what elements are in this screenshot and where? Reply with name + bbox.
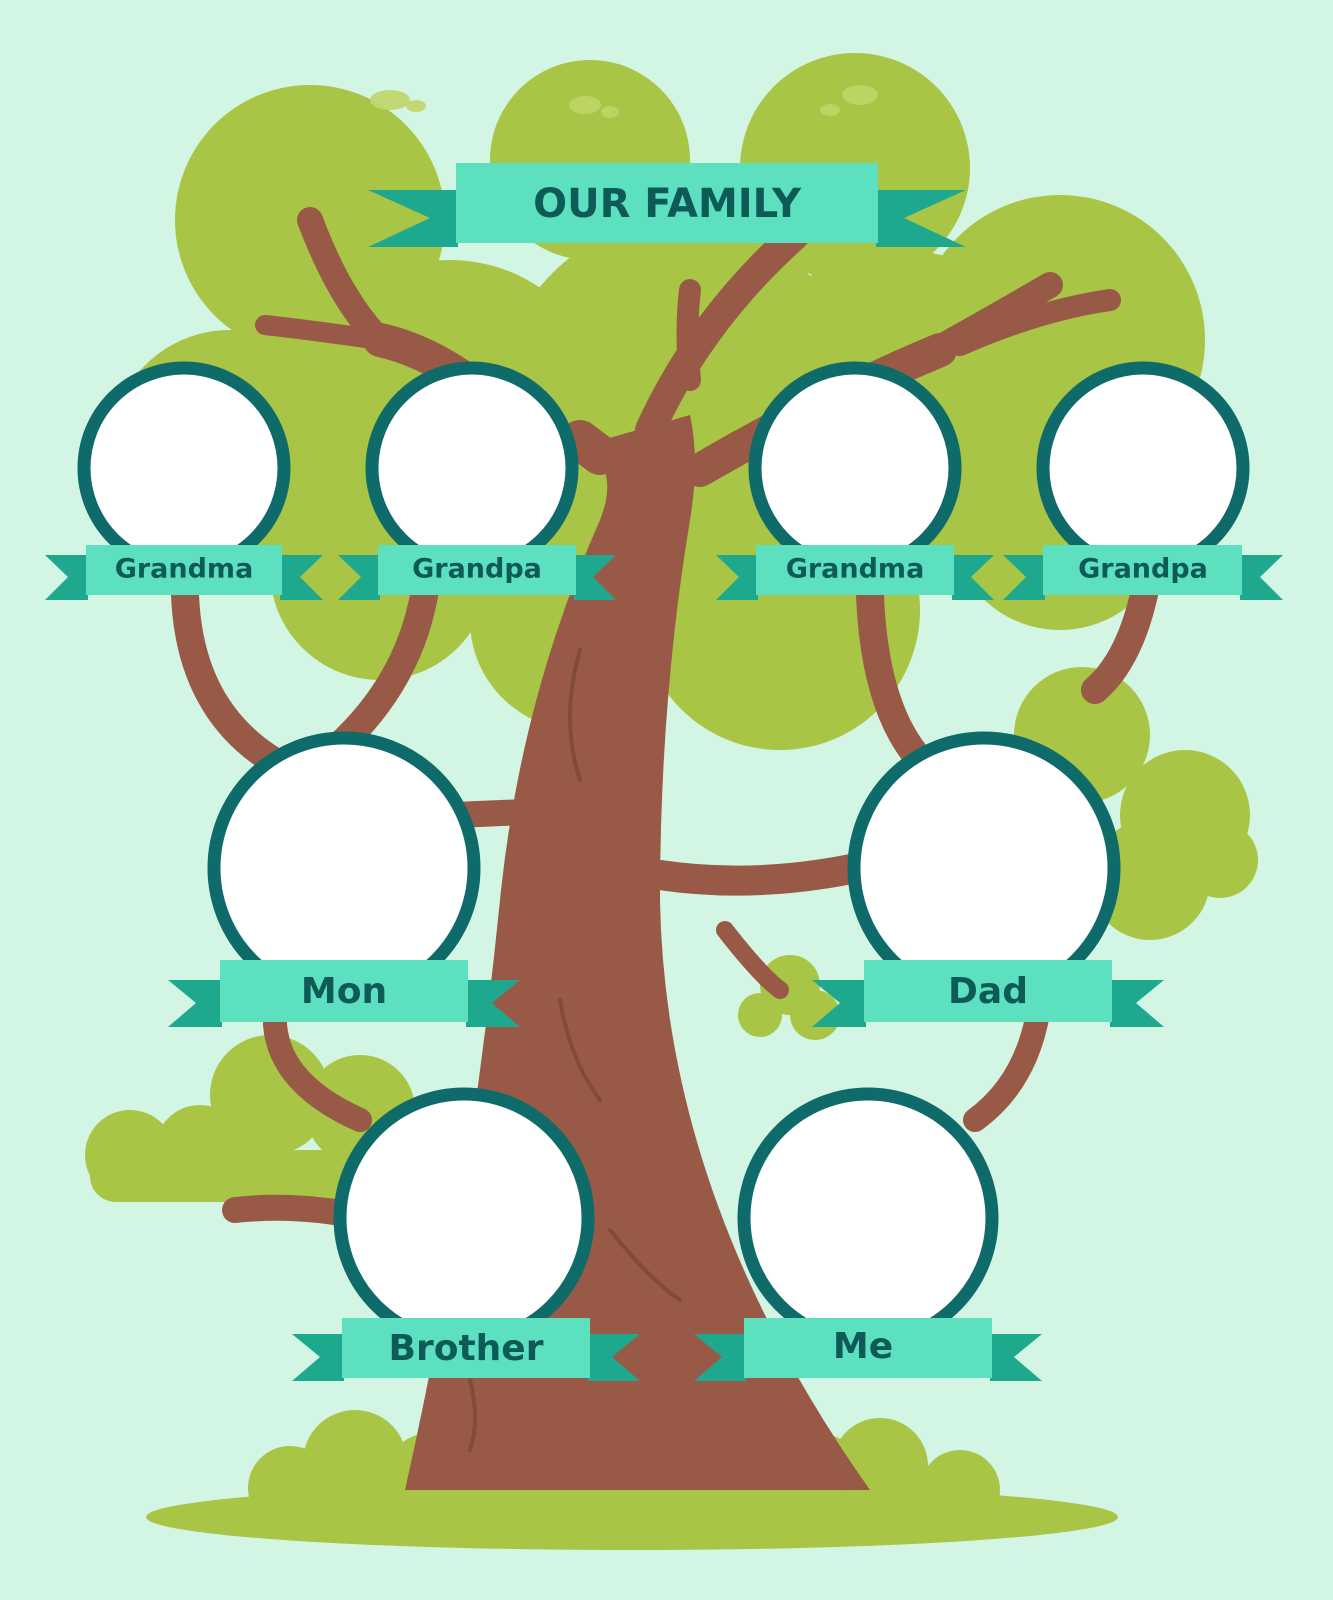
page-title: OUR FAMILY: [533, 181, 802, 227]
portrait-frame-mom: [207, 731, 481, 1005]
label-grandma-left: Grandma: [115, 554, 254, 585]
name-ribbons: Grandma Grandpa Grandma Grandpa: [45, 545, 1283, 1381]
label-grandma-right: Grandma: [786, 554, 925, 585]
label-brother: Brother: [389, 1328, 544, 1369]
portrait-frame-grandma-left: [77, 361, 291, 575]
portrait-frame-grandma-right: [748, 361, 962, 575]
portrait-frame-dad: [847, 731, 1121, 1005]
trunk-texture: [468, 648, 682, 1452]
ribbon-grandpa-right: Grandpa: [1003, 545, 1283, 600]
ribbon-mom: Mon: [168, 960, 520, 1027]
ribbon-brother: Brother: [292, 1318, 640, 1381]
label-mom: Mon: [301, 971, 387, 1012]
label-grandpa-right: Grandpa: [1078, 554, 1208, 585]
label-grandpa-left: Grandpa: [412, 554, 542, 585]
title-ribbon: OUR FAMILY: [368, 163, 966, 247]
ribbon-me: Me: [694, 1318, 1042, 1381]
portrait-frame-grandpa-right: [1036, 361, 1250, 575]
ribbon-dad: Dad: [812, 960, 1164, 1027]
portrait-frames: [77, 361, 1250, 1349]
bush-small-center: [738, 955, 840, 1040]
label-dad: Dad: [948, 971, 1028, 1012]
ribbon-grandpa-left: Grandpa: [338, 545, 616, 600]
ribbon-grandma-left: Grandma: [45, 545, 323, 600]
portrait-frame-me: [737, 1087, 999, 1349]
ribbon-grandma-right: Grandma: [716, 545, 994, 600]
label-me: Me: [833, 1326, 893, 1367]
portrait-frame-brother: [333, 1087, 595, 1349]
portrait-frame-grandpa-left: [365, 361, 579, 575]
